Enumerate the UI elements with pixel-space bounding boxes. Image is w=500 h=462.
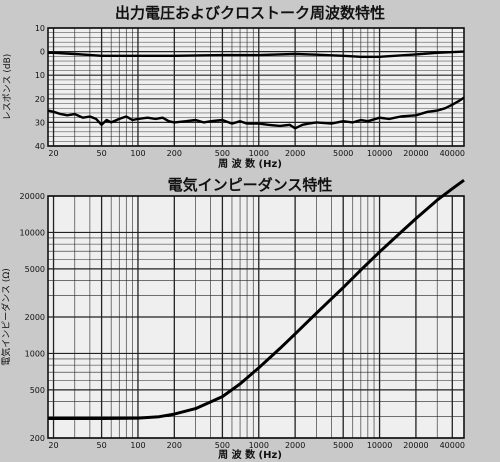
y-tick-label: 20000 xyxy=(20,192,45,201)
x-tick-label: 5000 xyxy=(333,149,353,158)
x-tick-label: 1000 xyxy=(249,441,269,450)
x-tick-label: 10000 xyxy=(367,149,392,158)
x-tick-label: 100 xyxy=(130,149,145,158)
x-tick-label: 20 xyxy=(48,441,58,450)
x-tick-label: 20 xyxy=(48,149,58,158)
output-response-line xyxy=(48,50,465,58)
y-axis-label: レスポンス (dB) xyxy=(2,54,13,121)
y-tick-label: 20 xyxy=(35,95,45,104)
x-tick-label: 200 xyxy=(167,441,182,450)
y-axis-label: 電気インピーダンス (Ω) xyxy=(0,268,12,366)
output-crosstalk-chart: 20 50 100 200 500 1000 2000 5000 10000 20000 40000… xyxy=(2,24,465,158)
x-tick-label: 40000 xyxy=(440,149,465,158)
plot-frame xyxy=(47,27,465,147)
x-tick-label: 1000 xyxy=(249,149,269,158)
x-tick-label: 500 xyxy=(215,441,230,450)
y-tick-label: 2000 xyxy=(25,313,45,322)
x-tick-label: 2000 xyxy=(285,441,305,450)
x-tick-label: 500 xyxy=(215,149,230,158)
y-tick-label: 5000 xyxy=(25,265,45,274)
chart-title: 出力電圧およびクロストーク周波数特性 xyxy=(115,4,385,22)
chart-title: 電気インピーダンス特性 xyxy=(168,176,333,194)
x-tick-label: 20000 xyxy=(403,149,428,158)
x-tick-label: 100 xyxy=(130,441,145,450)
y-tick-label: 0 xyxy=(40,48,45,57)
y-tick-label: 1000 xyxy=(25,349,45,358)
impedance-chart: 20 50 100 200 500 1000 2000 5000 10000 20000 40000… xyxy=(0,178,465,450)
y-tick-label: 500 xyxy=(30,386,45,395)
impedance-line xyxy=(48,178,465,420)
x-tick-label: 10000 xyxy=(367,441,392,450)
plot-frame xyxy=(47,195,465,439)
plot-area xyxy=(48,28,464,146)
y-tick-label: 10 xyxy=(35,24,45,33)
y-tick-label: 200 xyxy=(30,434,45,443)
x-tick-label: 50 xyxy=(97,149,107,158)
y-tick-label: 10000 xyxy=(20,228,45,237)
x-tick-label: 50 xyxy=(97,441,107,450)
x-axis-label: 周 波 数 (Hz) xyxy=(218,157,282,170)
x-tick-label: 40000 xyxy=(440,441,465,450)
x-axis-label: 周 波 数 (Hz) xyxy=(218,448,282,461)
x-tick-label: 5000 xyxy=(333,441,353,450)
x-tick-label: 2000 xyxy=(285,149,305,158)
y-tick-label: 40 xyxy=(35,142,45,151)
x-tick-label: 20000 xyxy=(403,441,428,450)
crosstalk-line xyxy=(47,96,465,130)
y-tick-label: 10 xyxy=(35,71,45,80)
y-tick-label: 30 xyxy=(35,118,45,127)
x-tick-label: 200 xyxy=(167,149,182,158)
